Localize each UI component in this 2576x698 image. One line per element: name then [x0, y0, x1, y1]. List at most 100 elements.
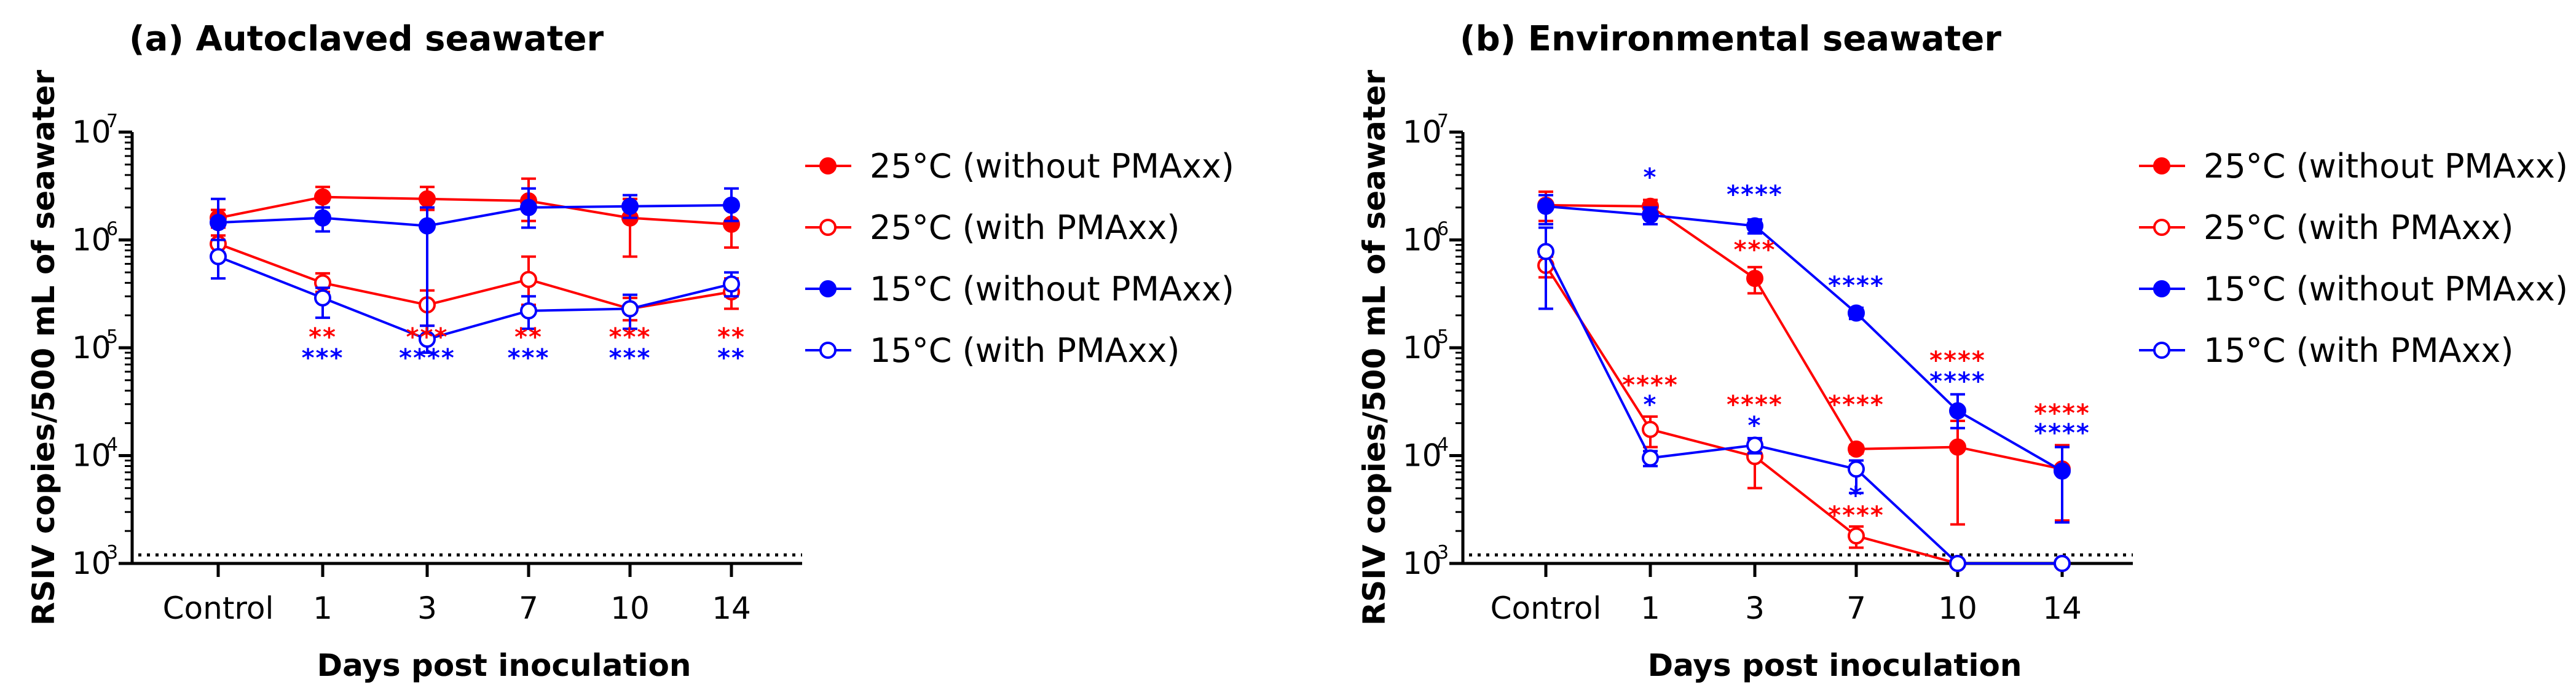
y-tick-label: 10 — [1403, 438, 1442, 474]
y-tick-label: 10 — [1403, 546, 1442, 581]
panel-title: (a) Autoclaved seawater — [129, 19, 604, 59]
series-1 — [1537, 190, 2071, 526]
data-point — [419, 190, 436, 208]
series-3 — [1537, 194, 2071, 524]
data-point — [419, 217, 436, 235]
x-tick-label: 14 — [712, 590, 751, 626]
legend-label: 15°C (with PMAxx) — [2204, 331, 2513, 370]
significance-blue: * — [1748, 412, 1762, 440]
y-tick-label: 10 — [72, 546, 111, 581]
series-line — [1545, 264, 2062, 565]
data-point — [1746, 270, 1763, 288]
data-point — [2054, 462, 2071, 480]
significance-blue: *** — [609, 344, 652, 372]
significance-blue: **** — [1727, 181, 1783, 209]
x-tick-label: 14 — [2042, 590, 2082, 626]
legend-label: 15°C (with PMAxx) — [870, 331, 1180, 370]
panel-b-environmental: (b) Environmental seawater RSIV copies/50… — [1357, 19, 2568, 683]
series-line — [218, 195, 732, 225]
y-tick-label: 10 — [1403, 114, 1442, 150]
y-axis-label: RSIV copies/500 mL of seawater — [1357, 69, 1392, 625]
legend-marker — [819, 280, 837, 297]
legend-label: 25°C (without PMAxx) — [2204, 147, 2568, 186]
data-point — [520, 302, 537, 320]
legend-marker — [819, 342, 837, 359]
y-tick-exponent: 6 — [106, 219, 118, 240]
series-2 — [1537, 255, 2071, 572]
data-point — [1949, 555, 1966, 572]
x-tick-label: 1 — [1641, 590, 1660, 626]
y-tick-exponent: 4 — [106, 434, 118, 456]
data-point — [1949, 438, 1966, 456]
data-point — [723, 275, 740, 293]
data-point — [1848, 304, 1865, 322]
x-tick-label: 10 — [610, 590, 650, 626]
data-point — [1642, 206, 1659, 224]
legend-label: 25°C (with PMAxx) — [2204, 208, 2513, 247]
data-point — [314, 209, 331, 227]
significance-annotations: *************************** — [302, 323, 746, 372]
data-point — [419, 331, 436, 348]
series-line — [218, 242, 732, 310]
y-tick-exponent: 5 — [1437, 326, 1449, 348]
y-tick-exponent: 3 — [106, 542, 118, 563]
data-point — [1848, 460, 1865, 478]
data-point — [1642, 449, 1659, 467]
data-point — [1746, 217, 1763, 235]
significance-blue: *** — [508, 344, 550, 372]
series-line — [1545, 251, 2062, 565]
legend-label: 15°C (without PMAxx) — [870, 270, 1234, 308]
significance-red: ** — [717, 323, 746, 351]
x-tick-label: Control — [1491, 590, 1602, 626]
significance-blue: * — [1644, 391, 1658, 419]
significance-annotations: ****************************************… — [1622, 163, 2090, 530]
y-tick-label: 10 — [1403, 330, 1442, 366]
data-point — [520, 198, 537, 216]
data-point — [1537, 243, 1554, 261]
significance-red: ** — [514, 323, 543, 351]
y-tick-label: 10 — [72, 330, 111, 366]
data-point — [1746, 436, 1763, 454]
x-tick-label: 3 — [1745, 590, 1765, 626]
significance-red: *** — [609, 323, 652, 351]
x-axis-label: Days post inoculation — [317, 648, 691, 683]
series-3 — [210, 187, 740, 341]
series-line — [1545, 203, 2063, 471]
significance-red: **** — [1727, 391, 1783, 419]
legend-marker — [819, 157, 837, 174]
legend-marker — [2153, 280, 2170, 297]
data-point — [314, 188, 331, 206]
data-point — [2054, 555, 2071, 572]
y-tick-label: 10 — [1403, 222, 1442, 258]
series-line — [1545, 205, 2063, 473]
data-point — [1848, 527, 1865, 545]
y-tick-exponent: 7 — [1437, 111, 1449, 132]
significance-red: ** — [309, 323, 337, 351]
significance-red: **** — [1828, 391, 1885, 419]
significance-blue: *** — [302, 344, 344, 372]
significance-red: *** — [1734, 236, 1776, 264]
significance-blue: **** — [1929, 367, 1986, 396]
data-point — [1848, 440, 1865, 458]
data-point — [314, 289, 331, 307]
y-axis-label: RSIV copies/500 mL of seawater — [26, 69, 61, 625]
data-point — [1642, 420, 1659, 438]
x-tick-label: 7 — [1846, 590, 1866, 626]
series-2 — [210, 234, 740, 327]
y-tick-label: 10 — [72, 438, 111, 474]
x-tick-label: 1 — [313, 590, 333, 626]
y-tick-exponent: 3 — [1437, 542, 1449, 563]
x-tick-label: 7 — [519, 590, 538, 626]
significance-blue: **** — [2034, 419, 2090, 447]
data-point — [723, 196, 740, 214]
y-tick-label: 10 — [72, 114, 111, 150]
data-point — [210, 248, 227, 265]
significance-red: *** — [406, 323, 449, 351]
data-point — [1949, 402, 1966, 420]
x-tick-label: 10 — [1938, 590, 1977, 626]
legend-marker — [2153, 219, 2170, 236]
series-line — [218, 203, 732, 227]
panel-title: (b) Environmental seawater — [1460, 19, 2001, 59]
y-tick-label: 10 — [72, 222, 111, 258]
panel-a-autoclaved: (a) Autoclaved seawater RSIV copies/500 m… — [26, 19, 1234, 683]
